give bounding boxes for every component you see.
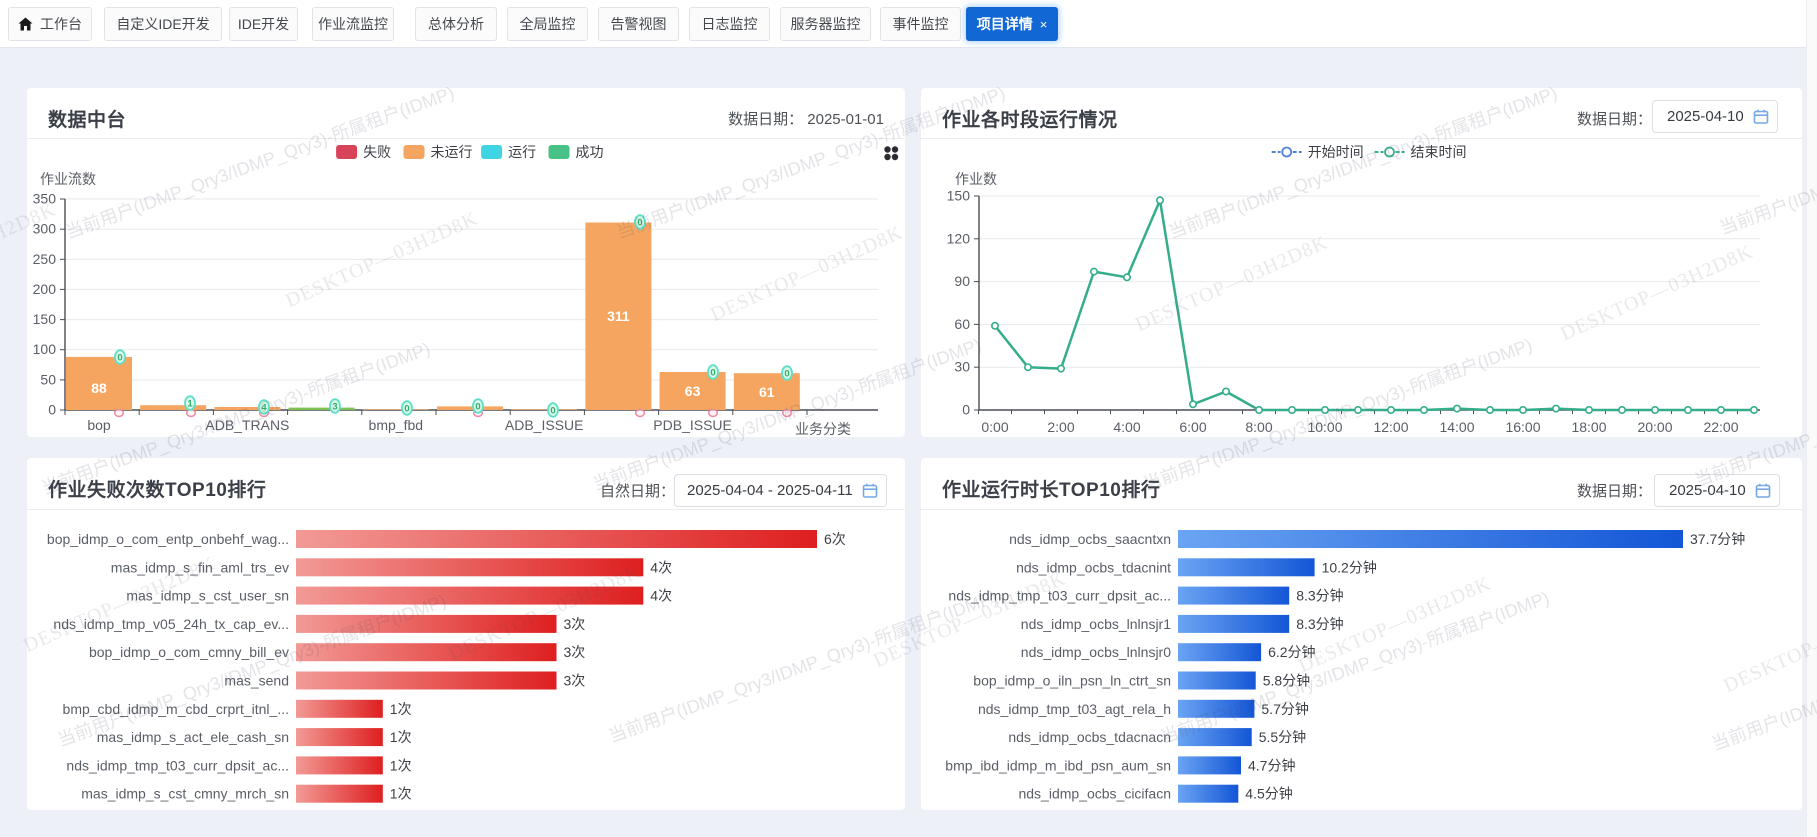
svg-text:nds_idmp_ocbs_lnlnsjr1: nds_idmp_ocbs_lnlnsjr1 [1021, 616, 1171, 632]
svg-text:bop_idmp_o_com_entp_onbehf_wag: bop_idmp_o_com_entp_onbehf_wag... [47, 531, 289, 547]
svg-text:300: 300 [33, 221, 57, 237]
svg-text:10.2分钟: 10.2分钟 [1322, 559, 1377, 575]
svg-text:3: 3 [332, 402, 337, 413]
svg-text:0: 0 [48, 402, 56, 418]
svg-text:PDB_ISSUE: PDB_ISSUE [653, 417, 732, 433]
svg-text:30: 30 [954, 359, 970, 375]
svg-text:bop: bop [87, 417, 111, 433]
svg-text:bmp_cbd_idmp_m_cbd_crprt_itnl_: bmp_cbd_idmp_m_cbd_crprt_itnl_... [63, 701, 289, 717]
svg-text:120: 120 [947, 230, 971, 246]
svg-text:20:00: 20:00 [1637, 419, 1672, 435]
svg-text:开始时间: 开始时间 [1308, 144, 1364, 160]
svg-text:运行: 运行 [508, 144, 536, 160]
svg-text:50: 50 [40, 371, 56, 387]
svg-text:失败: 失败 [363, 144, 391, 160]
svg-text:8:00: 8:00 [1245, 419, 1272, 435]
svg-text:nds_idmp_ocbs_lnlnsjr0: nds_idmp_ocbs_lnlnsjr0 [1021, 644, 1171, 660]
svg-text:4:00: 4:00 [1113, 419, 1140, 435]
svg-text:250: 250 [33, 251, 57, 267]
svg-text:nds_idmp_tmp_v05_24h_tx_cap_ev: nds_idmp_tmp_v05_24h_tx_cap_ev... [53, 616, 289, 632]
svg-text:1次: 1次 [390, 786, 412, 802]
svg-text:8.3分钟: 8.3分钟 [1296, 588, 1343, 604]
svg-text:0:00: 0:00 [981, 419, 1008, 435]
svg-text:4.5分钟: 4.5分钟 [1245, 786, 1292, 802]
svg-text:3次: 3次 [564, 673, 586, 689]
svg-text:1次: 1次 [390, 757, 412, 773]
svg-text:mas_send: mas_send [224, 673, 289, 689]
svg-text:311: 311 [607, 308, 630, 324]
svg-text:6.2分钟: 6.2分钟 [1268, 644, 1315, 660]
svg-text:88: 88 [91, 380, 107, 396]
svg-text:业务分类: 业务分类 [795, 421, 851, 437]
svg-text:结束时间: 结束时间 [1411, 144, 1467, 160]
svg-text:作业流数: 作业流数 [40, 171, 96, 187]
svg-text:14:00: 14:00 [1439, 419, 1474, 435]
svg-text:nds_idmp_ocbs_tdacnint: nds_idmp_ocbs_tdacnint [1016, 559, 1171, 575]
svg-text:0: 0 [637, 218, 642, 229]
svg-text:4次: 4次 [650, 559, 672, 575]
svg-text:0: 0 [710, 368, 715, 379]
svg-text:22:00: 22:00 [1703, 419, 1738, 435]
svg-text:nds_idmp_ocbs_tdacnacn: nds_idmp_ocbs_tdacnacn [1008, 729, 1171, 745]
svg-text:bop_idmp_o_com_cmny_bill_ev: bop_idmp_o_com_cmny_bill_ev [89, 644, 289, 660]
svg-text:nds_idmp_tmp_t03_curr_dpsit_ac: nds_idmp_tmp_t03_curr_dpsit_ac... [66, 757, 289, 773]
svg-text:150: 150 [947, 188, 971, 204]
svg-text:ADB_ISSUE: ADB_ISSUE [505, 417, 584, 433]
svg-text:0: 0 [475, 402, 480, 413]
svg-text:bmp_fbd: bmp_fbd [369, 417, 423, 433]
svg-text:2:00: 2:00 [1047, 419, 1074, 435]
svg-text:61: 61 [759, 384, 775, 400]
svg-text:5.8分钟: 5.8分钟 [1263, 673, 1310, 689]
svg-text:nds_idmp_tmp_t03_curr_dpsit_ac: nds_idmp_tmp_t03_curr_dpsit_ac... [948, 588, 1171, 604]
svg-text:100: 100 [33, 341, 57, 357]
svg-text:bmp_ibd_idmp_m_ibd_psn_aum_sn: bmp_ibd_idmp_m_ibd_psn_aum_sn [945, 757, 1171, 773]
svg-text:12:00: 12:00 [1373, 419, 1408, 435]
svg-text:mas_idmp_s_fin_aml_trs_ev: mas_idmp_s_fin_aml_trs_ev [111, 559, 289, 575]
svg-text:6:00: 6:00 [1179, 419, 1206, 435]
svg-text:37.7分钟: 37.7分钟 [1690, 531, 1745, 547]
svg-text:0: 0 [404, 404, 409, 415]
svg-text:0: 0 [962, 402, 970, 418]
svg-text:nds_idmp_ocbs_cicifacn: nds_idmp_ocbs_cicifacn [1018, 786, 1171, 802]
svg-text:5.7分钟: 5.7分钟 [1261, 701, 1308, 717]
svg-text:0: 0 [117, 353, 122, 364]
svg-text:成功: 成功 [576, 144, 604, 160]
svg-text:1: 1 [187, 399, 193, 410]
svg-text:0: 0 [550, 406, 555, 417]
svg-text:10:00: 10:00 [1307, 419, 1342, 435]
svg-text:8.3分钟: 8.3分钟 [1296, 616, 1343, 632]
svg-text:63: 63 [685, 383, 701, 399]
svg-text:1次: 1次 [390, 729, 412, 745]
svg-text:5.5分钟: 5.5分钟 [1259, 729, 1306, 745]
svg-text:mas_idmp_s_cst_user_sn: mas_idmp_s_cst_user_sn [126, 588, 289, 604]
svg-text:4: 4 [261, 403, 267, 414]
svg-text:90: 90 [954, 273, 970, 289]
svg-text:未运行: 未运行 [431, 144, 473, 160]
svg-text:mas_idmp_s_cst_cmny_mrch_sn: mas_idmp_s_cst_cmny_mrch_sn [81, 786, 289, 802]
svg-text:16:00: 16:00 [1505, 419, 1540, 435]
svg-text:60: 60 [954, 316, 970, 332]
svg-text:6次: 6次 [824, 531, 846, 547]
svg-text:4.7分钟: 4.7分钟 [1248, 757, 1295, 773]
svg-text:200: 200 [33, 281, 57, 297]
svg-text:3次: 3次 [564, 616, 586, 632]
svg-text:4次: 4次 [650, 588, 672, 604]
svg-text:mas_idmp_s_act_ele_cash_sn: mas_idmp_s_act_ele_cash_sn [97, 729, 289, 745]
svg-text:0: 0 [784, 369, 789, 380]
svg-text:1次: 1次 [390, 701, 412, 717]
svg-text:3次: 3次 [564, 644, 586, 660]
svg-text:nds_idmp_tmp_t03_agt_rela_h: nds_idmp_tmp_t03_agt_rela_h [978, 701, 1171, 717]
svg-text:18:00: 18:00 [1571, 419, 1606, 435]
svg-text:150: 150 [33, 311, 57, 327]
svg-text:ADB_TRANS: ADB_TRANS [205, 417, 289, 433]
svg-text:bop_idmp_o_iln_psn_ln_ctrt_sn: bop_idmp_o_iln_psn_ln_ctrt_sn [973, 673, 1171, 689]
svg-text:nds_idmp_ocbs_saacntxn: nds_idmp_ocbs_saacntxn [1009, 531, 1171, 547]
svg-text:350: 350 [33, 191, 57, 207]
svg-text:作业数: 作业数 [955, 171, 997, 187]
